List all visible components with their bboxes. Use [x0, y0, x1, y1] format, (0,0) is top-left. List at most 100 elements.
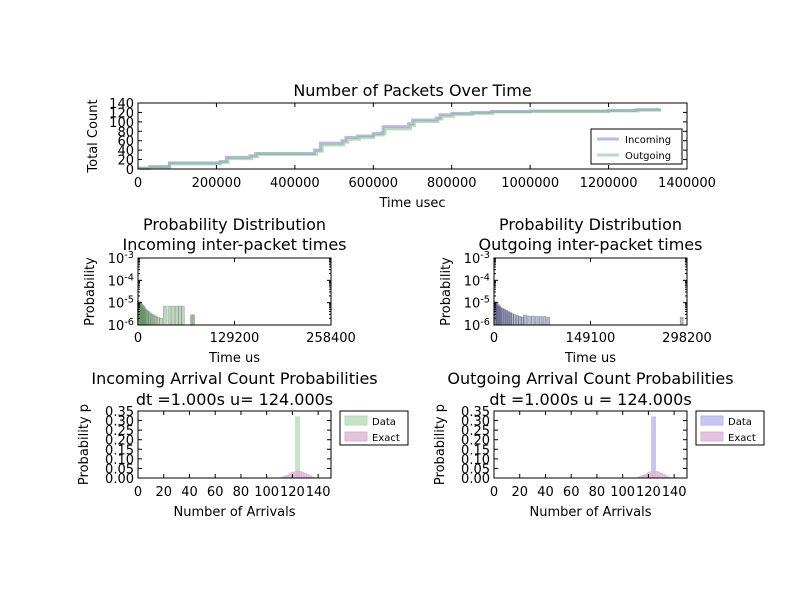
- chart-subtitle: dt =1.000s u = 124.000s: [489, 390, 691, 409]
- bar-exact: [659, 472, 663, 479]
- x-tick-label: 1000000: [501, 176, 559, 191]
- chart-title: Probability Distribution: [143, 215, 326, 234]
- y-tick-label: 10-5: [108, 295, 134, 312]
- y-tick-label: 0.20: [105, 434, 134, 449]
- legend-swatch-exact: [700, 431, 724, 442]
- bar-exact: [657, 471, 661, 479]
- bar-exact: [306, 474, 310, 479]
- bar-exact: [298, 470, 302, 479]
- plot-area: [493, 410, 688, 479]
- x-tick-label: 40: [181, 485, 198, 500]
- y-tick-label: 0.35: [461, 405, 490, 420]
- y-tick-label: 120: [109, 106, 134, 121]
- histogram-bar: [159, 317, 163, 326]
- x-tick-label: 800000: [427, 176, 477, 191]
- x-axis-label: Time us: [564, 351, 616, 366]
- x-tick-label: 400000: [270, 176, 320, 191]
- legend-label-exact: Exact: [372, 433, 400, 444]
- legend-label-exact: Exact: [728, 433, 756, 444]
- legend-swatch-data: [344, 415, 368, 426]
- y-tick-label: 10-4: [108, 272, 134, 289]
- x-tick-label: 60: [563, 485, 580, 500]
- y-tick-label: 40: [117, 144, 134, 159]
- x-tick-label: 0: [134, 331, 142, 346]
- x-axis-label: Time usec: [378, 196, 445, 211]
- x-axis-label: Time us: [208, 351, 260, 366]
- y-tick-label: 0.25: [105, 424, 134, 439]
- legend-label-data: Data: [728, 417, 752, 428]
- y-tick-label: 0.30: [105, 415, 134, 430]
- y-tick-label: 10-6: [108, 317, 134, 334]
- plot-area: [137, 257, 332, 326]
- x-tick-label: 140: [662, 485, 687, 500]
- x-tick-label: 0: [490, 485, 498, 500]
- y-tick-label: 0.15: [461, 443, 490, 458]
- y-axis-label: Total Count: [86, 99, 101, 173]
- histogram-bar: [167, 305, 172, 326]
- bar-exact: [303, 472, 307, 479]
- plot-area: [137, 410, 332, 479]
- histogram-bar: [538, 316, 543, 326]
- chart-subtitle: Incoming inter-packet times: [122, 235, 346, 254]
- x-axis-label: Number of Arrivals: [529, 505, 651, 520]
- bar-exact: [293, 471, 297, 479]
- x-tick-label: 1400000: [658, 176, 716, 191]
- histogram-bar: [175, 305, 179, 326]
- x-axis-label: Number of Arrivals: [173, 505, 295, 520]
- legend-label-outgoing: Outgoing: [625, 151, 671, 162]
- series-line-incoming: [138, 108, 662, 170]
- y-tick-label: 100: [109, 116, 134, 131]
- bar-exact: [649, 471, 653, 479]
- y-axis-label: Probability: [83, 257, 98, 326]
- y-tick-label: 0.35: [105, 405, 134, 420]
- bar-exact: [288, 473, 292, 479]
- y-tick-label: 0: [126, 163, 134, 178]
- chart-subtitle: Outgoing inter-packet times: [479, 235, 703, 254]
- histogram-bar: [191, 314, 196, 326]
- x-tick-label: 100: [254, 485, 279, 500]
- y-tick-label: 10-4: [464, 272, 490, 289]
- y-tick-label: 140: [109, 97, 134, 112]
- x-tick-label: 120: [280, 485, 305, 500]
- x-tick-label: 298200: [662, 331, 712, 346]
- x-tick-label: 80: [589, 485, 606, 500]
- x-tick-label: 20: [155, 485, 172, 500]
- histogram-bar: [181, 305, 185, 326]
- histogram-bar: [531, 315, 535, 326]
- bar-exact: [651, 470, 656, 479]
- y-tick-label: 0.10: [461, 453, 490, 468]
- histogram-bar: [163, 305, 167, 326]
- y-tick-label: 10-5: [464, 295, 490, 312]
- y-tick-label: 0.00: [461, 472, 490, 487]
- x-tick-label: 0: [134, 485, 142, 500]
- bar-exact: [662, 474, 666, 479]
- x-tick-label: 1200000: [580, 176, 638, 191]
- y-axis-label: Probability: [439, 257, 454, 326]
- chart-subtitle: dt =1.000s u= 124.000s: [136, 390, 333, 409]
- legend-label-data: Data: [372, 417, 396, 428]
- y-tick-label: 0.05: [105, 462, 134, 477]
- y-tick-label: 10-3: [108, 250, 134, 267]
- chart-title: Number of Packets Over Time: [293, 81, 531, 100]
- histogram-bar: [546, 317, 551, 326]
- bar-exact: [295, 470, 300, 479]
- histogram-bar: [171, 305, 175, 326]
- x-tick-label: 0: [490, 331, 498, 346]
- y-tick-label: 0.05: [461, 462, 490, 477]
- plot-area: [493, 257, 688, 326]
- x-tick-label: 258400: [306, 331, 356, 346]
- y-tick-label: 80: [117, 125, 134, 140]
- x-tick-label: 80: [233, 485, 250, 500]
- histogram-bar: [156, 317, 160, 326]
- legend-swatch-exact: [344, 431, 368, 442]
- y-axis-label: Probability p: [433, 404, 448, 485]
- legend-swatch-data: [700, 415, 724, 426]
- histogram-bar: [178, 305, 182, 326]
- histogram-bar: [534, 316, 539, 326]
- y-tick-label: 10-3: [464, 250, 490, 267]
- y-axis-label: Probability p: [77, 404, 92, 485]
- y-tick-label: 10-6: [464, 317, 490, 334]
- y-tick-label: 0.25: [461, 424, 490, 439]
- x-tick-label: 60: [207, 485, 224, 500]
- chart-title: Outgoing Arrival Count Probabilities: [447, 369, 733, 388]
